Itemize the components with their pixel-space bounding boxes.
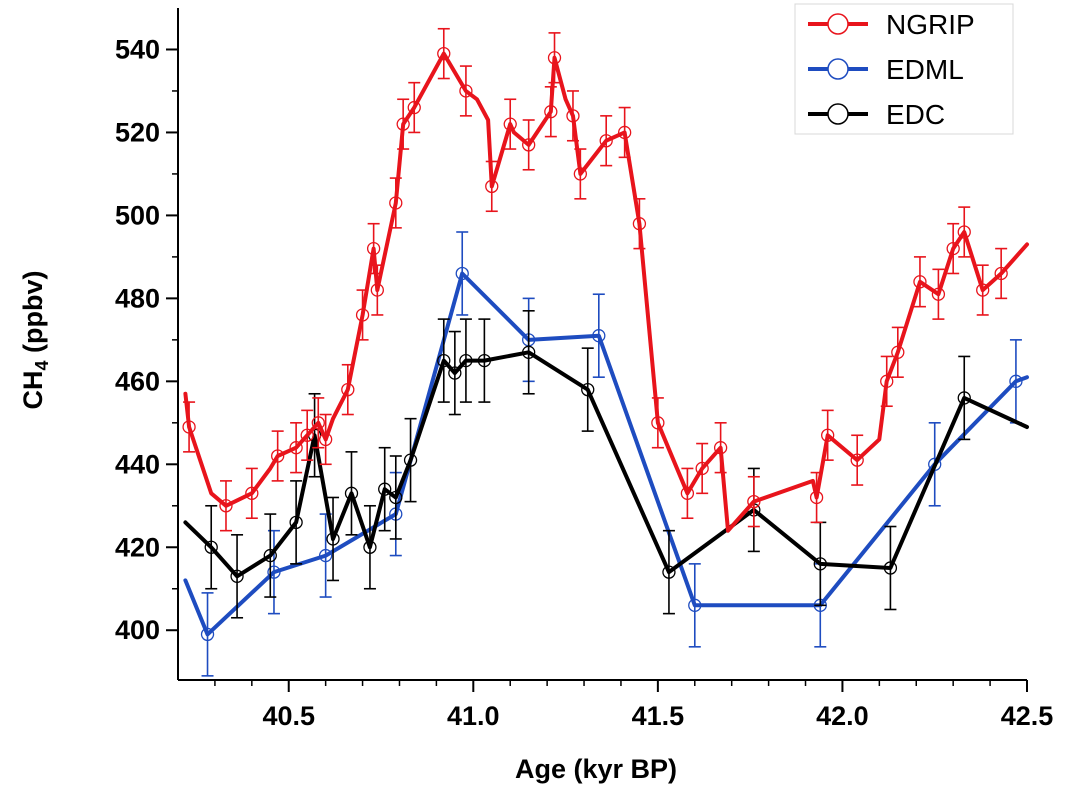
x-tick-label: 42.0 <box>816 701 869 731</box>
data-point <box>485 179 499 194</box>
data-point <box>680 486 695 500</box>
data-point <box>363 540 377 554</box>
data-point <box>455 266 469 281</box>
data-point <box>522 345 536 359</box>
data-point <box>407 100 421 115</box>
data-point <box>319 432 333 447</box>
legend-label: EDC <box>886 99 945 130</box>
data-point <box>289 515 303 530</box>
data-point <box>695 461 709 476</box>
data-point <box>503 117 517 131</box>
data-point <box>957 225 971 239</box>
data-point <box>662 565 676 579</box>
legend: NGRIP EDML EDC <box>794 3 1014 135</box>
legend-marker <box>827 103 849 125</box>
data-point <box>544 105 558 119</box>
data-point <box>913 275 927 289</box>
y-tick-label: 480 <box>115 283 160 313</box>
data-point <box>230 569 244 583</box>
data-point <box>396 117 410 131</box>
data-point <box>850 453 864 467</box>
data-point <box>182 420 196 434</box>
data-point <box>459 84 473 98</box>
data-point <box>448 366 462 380</box>
data-point <box>880 374 894 388</box>
data-point <box>326 532 340 546</box>
data-point <box>632 217 647 231</box>
data-point <box>477 353 492 368</box>
y-tick-label: 460 <box>115 366 160 396</box>
data-point <box>355 308 370 322</box>
y-tick-label: 540 <box>115 34 160 64</box>
data-point <box>219 499 233 513</box>
y-tick-label: 440 <box>115 449 160 479</box>
data-point <box>891 345 905 359</box>
data-point <box>617 125 632 140</box>
data-point <box>366 241 381 256</box>
data-point <box>271 449 285 463</box>
data-point <box>957 391 971 405</box>
data-point <box>1009 374 1023 388</box>
data-point <box>459 353 473 368</box>
data-point <box>566 109 580 123</box>
series-line <box>183 350 1029 579</box>
data-point <box>263 548 277 563</box>
y-axis-title: CH4 (ppbv) <box>18 271 52 410</box>
data-point <box>341 382 355 397</box>
data-point <box>522 138 536 152</box>
data-point <box>370 283 384 297</box>
data-point <box>389 196 403 210</box>
x-axis-title: Age (kyr BP) <box>515 754 677 784</box>
data-point <box>581 382 595 397</box>
data-point <box>994 266 1008 281</box>
y-tick-label: 400 <box>115 615 160 645</box>
data-point <box>592 329 606 343</box>
data-point <box>931 287 946 301</box>
x-tick-label: 41.5 <box>632 701 685 731</box>
data-point <box>389 490 403 505</box>
data-point <box>378 482 392 496</box>
data-point <box>200 627 215 642</box>
data-point <box>599 134 613 148</box>
series-ngrip <box>182 27 1029 533</box>
data-point <box>747 494 761 509</box>
data-point <box>311 416 325 430</box>
data-point <box>821 428 835 442</box>
data-point <box>946 241 960 256</box>
data-point <box>813 557 827 571</box>
data-point <box>245 486 259 500</box>
series-layer <box>182 27 1029 677</box>
legend-label: EDML <box>886 54 964 85</box>
series-edc <box>183 310 1029 619</box>
y-tick-label: 520 <box>115 117 160 147</box>
data-point <box>300 428 314 442</box>
data-point <box>809 490 824 505</box>
data-point <box>651 416 665 430</box>
data-point <box>547 51 562 65</box>
y-tick-label: 500 <box>115 200 160 230</box>
axes: 400 420 440 460 480 500 520 540 40.5 41.0 41.5 42.0… <box>115 8 1053 731</box>
data-point <box>976 283 990 297</box>
data-point <box>883 561 898 575</box>
x-tick-label: 40.5 <box>262 701 315 731</box>
data-point <box>344 486 359 500</box>
legend-marker <box>827 13 849 35</box>
data-point <box>437 46 451 61</box>
data-point <box>573 167 588 181</box>
data-point <box>319 548 333 563</box>
y-tick-label: 420 <box>115 532 160 562</box>
x-tick-label: 42.5 <box>1001 701 1054 731</box>
data-point <box>204 540 218 554</box>
data-point <box>713 441 728 455</box>
legend-label: NGRIP <box>886 9 975 40</box>
legend-marker <box>827 58 849 80</box>
data-point <box>267 565 281 579</box>
data-point <box>688 598 702 612</box>
data-point <box>403 453 418 467</box>
x-tick-label: 41.0 <box>447 701 500 731</box>
data-point <box>289 441 303 455</box>
data-point <box>437 353 451 368</box>
